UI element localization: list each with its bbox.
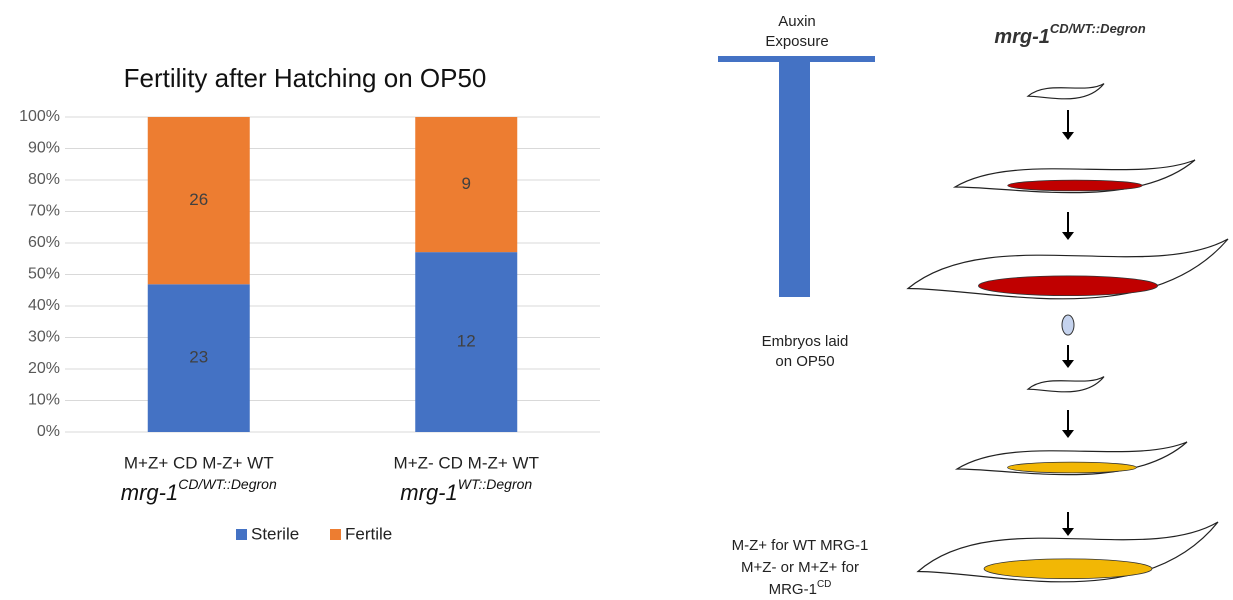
legend-swatch <box>330 529 341 540</box>
arrow-head <box>1062 232 1074 240</box>
outcome-label: M-Z+ for WT MRG-1 <box>732 537 869 554</box>
arrow-head <box>1062 132 1074 140</box>
genotype-label: mrg-1CD/WT::Degron <box>121 476 277 505</box>
y-tick-label: 100% <box>19 108 60 125</box>
auxin-label: Auxin <box>778 13 816 30</box>
strain: mrg-1 <box>994 26 1050 48</box>
arrow-head <box>1062 430 1074 438</box>
y-tick-label: 0% <box>37 423 60 440</box>
data-label: 9 <box>462 174 471 193</box>
outcome-label: MRG-1CD <box>769 579 832 598</box>
genotype: mrg-1 <box>400 480 457 505</box>
legend-label: Fertile <box>345 524 392 543</box>
worm <box>1028 84 1104 99</box>
genotype-label: mrg-1WT::Degron <box>400 476 532 505</box>
gonad <box>984 559 1152 579</box>
data-label: 12 <box>457 332 476 351</box>
y-tick-label: 50% <box>28 266 60 283</box>
legend-swatch <box>236 529 247 540</box>
embryo <box>1062 315 1074 335</box>
y-tick-label: 90% <box>28 140 60 157</box>
auxin-label: Exposure <box>765 33 828 50</box>
genotype-sup: WT::Degron <box>458 476 533 492</box>
y-tick-label: 70% <box>28 203 60 220</box>
genotype: mrg-1 <box>121 480 178 505</box>
genotype-sup: CD/WT::Degron <box>178 476 277 492</box>
gonad <box>1008 462 1137 473</box>
figure: Fertility after Hatching on OP50 Auxin E… <box>0 0 1233 600</box>
chart-title: Fertility after Hatching on OP50 <box>124 63 487 93</box>
outcome-sup: CD <box>817 579 831 590</box>
y-tick-label: 30% <box>28 329 60 346</box>
data-label: 26 <box>189 190 208 209</box>
x-tick-label: M+Z- CD M-Z+ WT <box>394 453 539 472</box>
y-tick-label: 60% <box>28 234 60 251</box>
worm <box>1028 377 1104 392</box>
strain-label: mrg-1CD/WT::Degron <box>994 21 1145 48</box>
outcome: MRG-1 <box>769 581 817 598</box>
embryo-label: on OP50 <box>775 353 834 370</box>
embryo-label: Embryos laid <box>762 333 849 350</box>
y-tick-label: 10% <box>28 392 60 409</box>
y-tick-label: 40% <box>28 297 60 314</box>
strain-sup: CD/WT::Degron <box>1050 21 1146 36</box>
gonad <box>978 276 1157 296</box>
outcome-label: M+Z- or M+Z+ for <box>741 559 859 576</box>
y-tick-label: 80% <box>28 171 60 188</box>
data-label: 23 <box>189 348 208 367</box>
legend-label: Sterile <box>251 524 299 543</box>
y-tick-label: 20% <box>28 360 60 377</box>
x-tick-label: M+Z+ CD M-Z+ WT <box>124 453 274 472</box>
gonad <box>1008 180 1142 191</box>
arrow-head <box>1062 528 1074 536</box>
arrow-head <box>1062 360 1074 368</box>
auxin-bar <box>779 60 810 297</box>
